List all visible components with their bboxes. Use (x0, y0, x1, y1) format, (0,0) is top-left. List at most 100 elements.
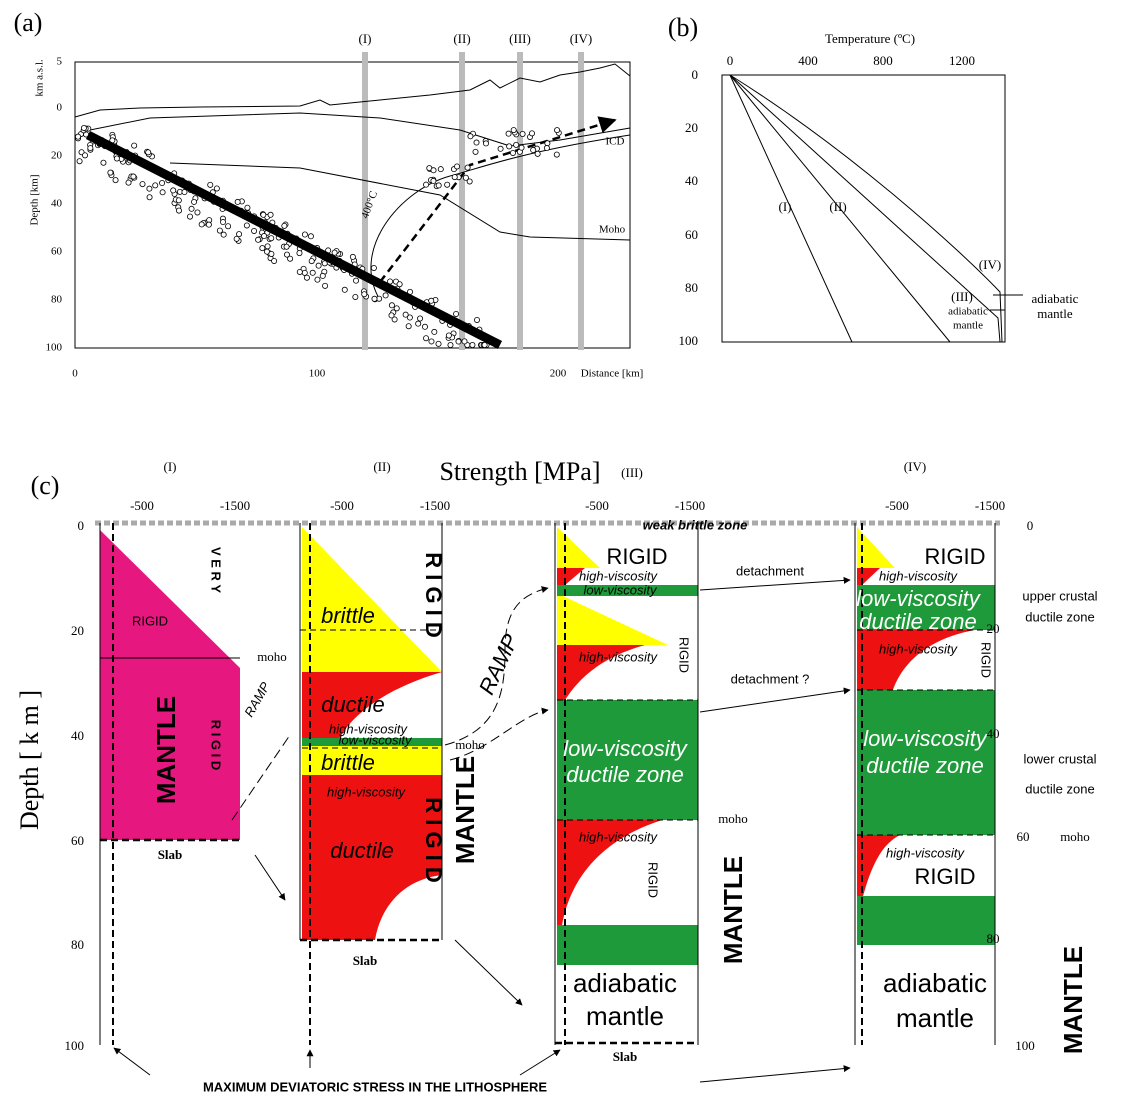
region-label: R I G I D (421, 797, 446, 883)
tick-label: 80 (51, 294, 63, 306)
axis-label: Depth [km] (29, 174, 41, 225)
earthquake (352, 293, 359, 300)
profile-label: (IV) (904, 459, 926, 474)
earthquake (528, 130, 535, 137)
annotation: weak brittle zone (643, 517, 748, 532)
region-label: high-viscosity (886, 845, 966, 860)
earthquake (445, 332, 452, 339)
earthquake (513, 141, 520, 148)
topography (74, 63, 631, 118)
column-frame (854, 523, 996, 1045)
earthquake (455, 338, 462, 345)
earthquake (152, 182, 159, 189)
panel-a (74, 52, 631, 350)
earthquake (80, 125, 87, 132)
tick-label: 0 (1027, 518, 1034, 533)
annotation: RAMP (241, 679, 273, 719)
flow-arrow (379, 116, 617, 283)
earthquake (428, 338, 435, 345)
tick-label: 0 (57, 102, 63, 114)
earthquake (435, 340, 442, 347)
tick-label: 40 (987, 726, 1000, 741)
high-viscosity-region (557, 820, 662, 925)
earthquake (497, 145, 504, 152)
arrows (113, 576, 851, 1083)
earthquake (176, 207, 183, 214)
earthquake (187, 213, 194, 220)
region-label: ductile zone (866, 753, 983, 778)
earthquake (82, 152, 89, 159)
region-label: high-viscosity (879, 568, 959, 583)
low-viscosity-region (557, 585, 698, 596)
region-label: high-viscosity (579, 568, 659, 583)
region-label: RIGID (914, 864, 975, 889)
region-label: low-viscosity (856, 586, 981, 611)
tick-label: 0 (78, 518, 85, 533)
annotation: detachment ? (731, 671, 810, 686)
tick-label: -1500 (975, 498, 1005, 513)
annotation: Moho (599, 224, 626, 236)
earthquake (509, 149, 516, 156)
region-label: R I G I D (209, 720, 224, 771)
region-label: ductile (330, 838, 394, 863)
annotation: ductile zone (1025, 609, 1094, 624)
tick-label: 20 (685, 120, 698, 135)
earthquake (75, 133, 82, 140)
earthquake (388, 312, 395, 319)
earthquake (76, 158, 83, 165)
earthquake (423, 181, 430, 188)
axis-label: km a.s.l. (34, 59, 46, 97)
ductile-zone (857, 585, 995, 630)
earthquake (454, 163, 461, 170)
earthquake (170, 187, 177, 194)
earthquake (319, 272, 326, 279)
earthquake (112, 177, 119, 184)
earthquake (268, 250, 275, 257)
earthquake (530, 147, 537, 154)
tick-label: 80 (987, 931, 1000, 946)
earthquake (213, 185, 220, 192)
earthquake (301, 231, 308, 238)
earthquake (506, 143, 513, 150)
tick-label: 200 (550, 368, 567, 380)
axis-label: Depth [ k m ] (15, 690, 44, 830)
earthquake (296, 268, 303, 275)
earthquake (159, 180, 166, 187)
profile-label: (II) (453, 31, 470, 46)
panel-b (721, 74, 1023, 343)
earthquake (175, 197, 182, 204)
column-frame (554, 523, 699, 1045)
earthquake (308, 258, 315, 265)
tick-label: 60 (685, 227, 698, 242)
earthquake (107, 169, 114, 176)
axis-label: Temperature (ºC) (825, 31, 915, 46)
earthquake (125, 179, 132, 186)
earthquake (113, 155, 120, 162)
region-label: ductile zone (859, 609, 976, 634)
earthquake (261, 233, 268, 240)
annotation: mantle (1037, 306, 1073, 321)
slab-and-stress-lines (100, 523, 863, 1045)
tick-label: 100 (1015, 1038, 1035, 1053)
column-frame (299, 523, 443, 940)
tick-label: 100 (65, 1038, 85, 1053)
earthquake (268, 235, 275, 242)
curve-label: (II) (829, 199, 846, 214)
annotation: moho (455, 737, 485, 752)
earthquake (482, 140, 489, 147)
earthquake (198, 221, 205, 228)
earthquake (349, 253, 356, 260)
earthquake (472, 148, 479, 155)
earthquake (405, 323, 412, 330)
earthquake (453, 310, 460, 317)
earthquake (371, 295, 378, 302)
brittle-region (302, 746, 442, 775)
earthquake (205, 221, 212, 228)
tick-label: 100 (309, 368, 326, 380)
earthquake (267, 211, 274, 218)
low-viscosity-region (302, 738, 442, 746)
ductile-zone (857, 896, 995, 945)
earthquake (146, 194, 153, 201)
